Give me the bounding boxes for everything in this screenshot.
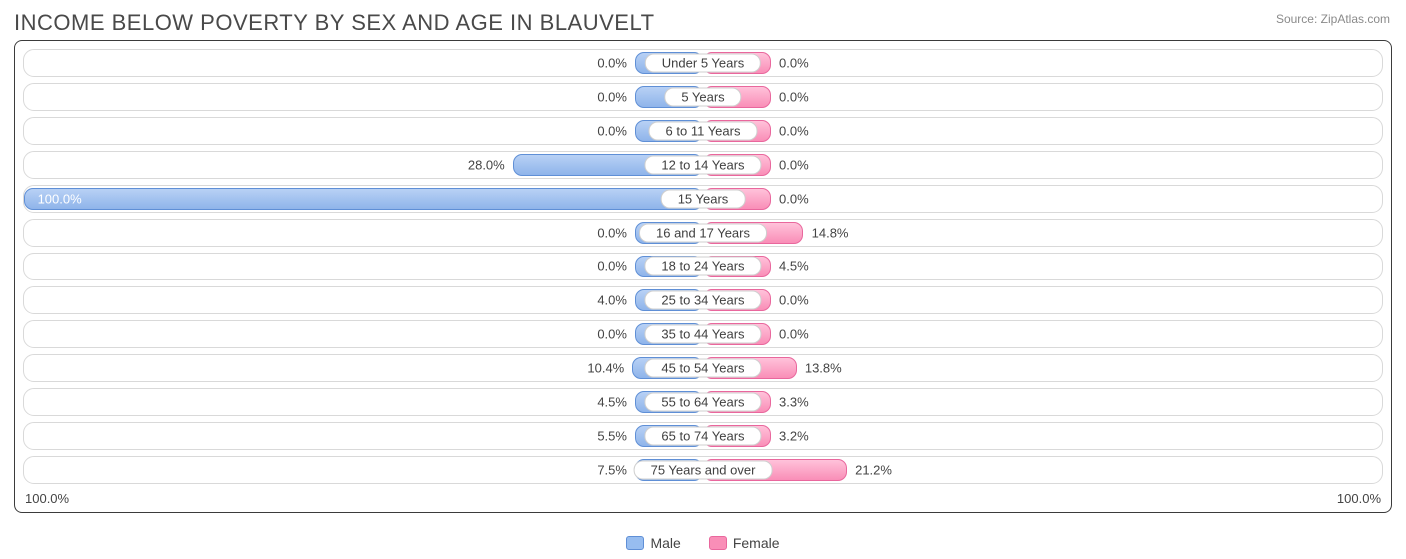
male-percent-label: 0.0% [597, 89, 627, 104]
legend-male-label: Male [650, 535, 680, 551]
chart-row: 55 to 64 Years 4.5% 3.3% [23, 388, 1383, 416]
female-percent-label: 0.0% [779, 55, 809, 70]
male-percent-label: 28.0% [468, 157, 505, 172]
female-percent-label: 21.2% [855, 463, 892, 478]
age-category-label: 5 Years [664, 87, 741, 106]
male-percent-label: 5.5% [597, 429, 627, 444]
chart-row: 25 to 34 Years 4.0% 0.0% [23, 286, 1383, 314]
female-percent-label: 0.0% [779, 327, 809, 342]
chart-plot-area: Under 5 Years0.0%0.0%5 Years0.0%0.0%6 to… [14, 40, 1392, 513]
age-category-label: 55 to 64 Years [644, 393, 761, 412]
chart-row: 75 Years and over 7.5% 21.2% [23, 456, 1383, 484]
female-percent-label: 3.3% [779, 395, 809, 410]
source-attribution: Source: ZipAtlas.com [1276, 12, 1390, 26]
male-percent-label: 10.4% [587, 361, 624, 376]
male-percent-label: 0.0% [597, 327, 627, 342]
chart-row: 15 Years 100.0% 0.0% [23, 185, 1383, 213]
female-percent-label: 4.5% [779, 259, 809, 274]
axis-max-left: 100.0% [25, 491, 69, 506]
female-percent-label: 0.0% [779, 157, 809, 172]
female-percent-label: 3.2% [779, 429, 809, 444]
male-percent-label: 0.0% [597, 123, 627, 138]
legend-female-label: Female [733, 535, 780, 551]
age-category-label: 65 to 74 Years [644, 427, 761, 446]
chart-row: 18 to 24 Years 0.0% 4.5% [23, 253, 1383, 281]
male-percent-label: 7.5% [597, 463, 627, 478]
axis-max-right: 100.0% [1337, 491, 1381, 506]
female-percent-label: 14.8% [812, 225, 849, 240]
chart-row: 5 Years 0.0% 0.0% [23, 83, 1383, 111]
male-swatch-icon [626, 536, 644, 550]
age-category-label: 6 to 11 Years [649, 121, 758, 140]
age-category-label: Under 5 Years [645, 53, 761, 72]
female-percent-label: 0.0% [779, 293, 809, 308]
male-percent-label: 0.0% [597, 55, 627, 70]
chart-row: 45 to 54 Years 10.4% 13.8% [23, 354, 1383, 382]
age-category-label: 16 and 17 Years [639, 223, 767, 242]
age-category-label: 35 to 44 Years [644, 325, 761, 344]
male-percent-label: 0.0% [597, 225, 627, 240]
legend-item-male: Male [626, 535, 680, 551]
age-category-label: 75 Years and over [634, 461, 773, 480]
age-category-label: 15 Years [661, 189, 746, 208]
female-percent-label: 0.0% [779, 89, 809, 104]
male-percent-label: 100.0% [38, 191, 82, 206]
age-category-label: 45 to 54 Years [644, 359, 761, 378]
male-percent-label: 4.0% [597, 293, 627, 308]
chart-row: Under 5 Years 0.0% 0.0% [23, 49, 1383, 77]
legend: Male Female [0, 535, 1406, 551]
chart-row: 35 to 44 Years 0.0% 0.0% [23, 320, 1383, 348]
chart-row: 16 and 17 Years 0.0% 14.8% [23, 219, 1383, 247]
female-swatch-icon [709, 536, 727, 550]
chart-row: 12 to 14 Years 28.0% 0.0% [23, 151, 1383, 179]
male-percent-label: 0.0% [597, 259, 627, 274]
chart-row: 65 to 74 Years 5.5% 3.2% [23, 422, 1383, 450]
male-percent-label: 4.5% [597, 395, 627, 410]
female-percent-label: 0.0% [779, 191, 809, 206]
male-bar [24, 188, 703, 210]
chart-rows-container: Under 5 Years0.0%0.0%5 Years0.0%0.0%6 to… [23, 49, 1383, 484]
legend-item-female: Female [709, 535, 780, 551]
female-percent-label: 13.8% [805, 361, 842, 376]
age-category-label: 12 to 14 Years [644, 155, 761, 174]
chart-row: 6 to 11 Years 0.0% 0.0% [23, 117, 1383, 145]
female-percent-label: 0.0% [779, 123, 809, 138]
age-category-label: 25 to 34 Years [644, 291, 761, 310]
age-category-label: 18 to 24 Years [644, 257, 761, 276]
chart-title: INCOME BELOW POVERTY BY SEX AND AGE IN B… [14, 10, 1392, 36]
